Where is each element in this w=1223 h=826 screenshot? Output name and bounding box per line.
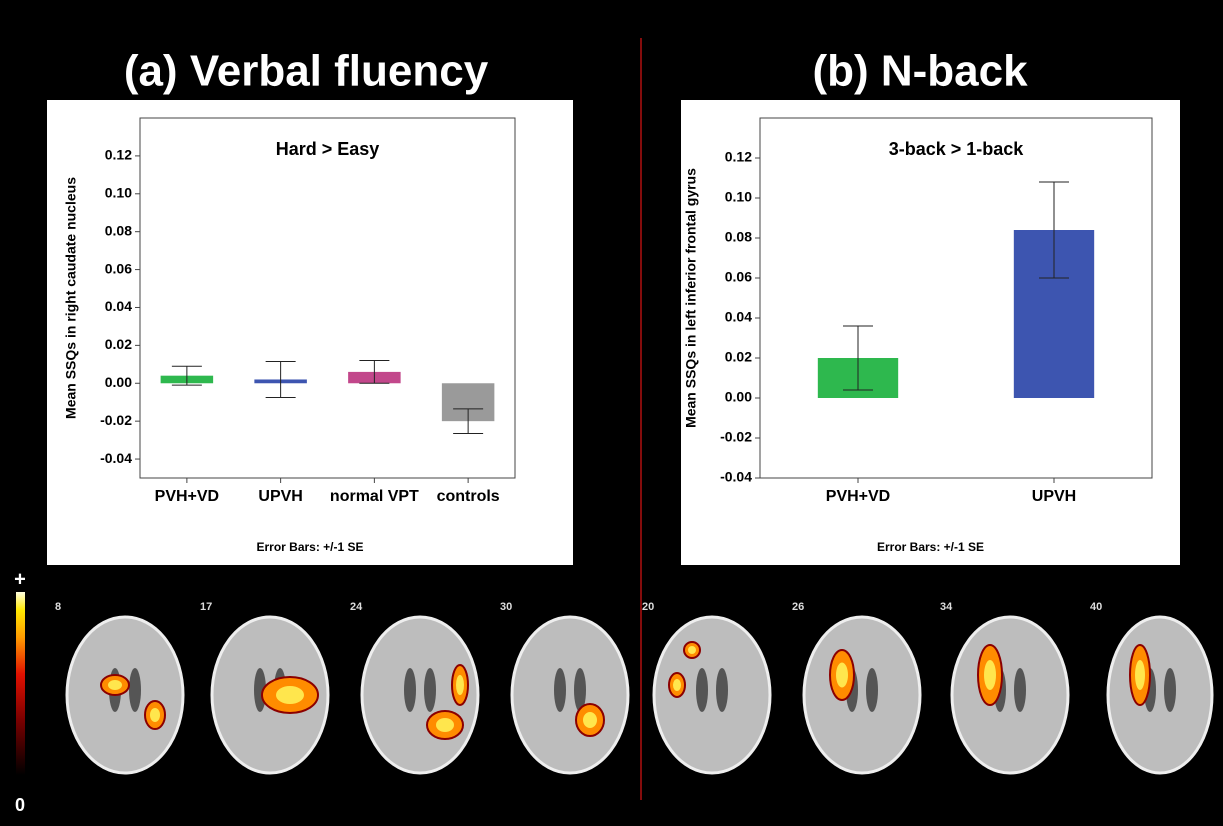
- brain-slice: [67, 617, 183, 773]
- slice-number: 26: [792, 601, 804, 613]
- activation-core: [688, 646, 696, 654]
- x-tick-label: normal VPT: [330, 488, 419, 505]
- y-axis-label: Mean SSQs in right caudate nucleus: [63, 177, 79, 419]
- y-tick-label: 0.02: [725, 349, 752, 365]
- ventricle: [696, 668, 708, 712]
- panel: [681, 100, 1180, 565]
- brain-slice: [212, 617, 328, 773]
- y-tick-label: -0.04: [720, 469, 752, 485]
- colorbar: [16, 592, 25, 775]
- x-tick-label: UPVH: [258, 488, 302, 505]
- brain: [1108, 617, 1212, 773]
- activation-core: [108, 680, 122, 690]
- x-tick-label: PVH+VD: [155, 488, 219, 505]
- brain-slice: [1108, 617, 1212, 773]
- subtitle: 3-back > 1-back: [889, 139, 1025, 159]
- brain-slice: [654, 617, 770, 773]
- activation-core: [836, 663, 848, 688]
- panel-title: (b) N-back: [812, 47, 1028, 96]
- note: Error Bars: +/-1 SE: [877, 540, 984, 554]
- activation-core: [583, 712, 597, 728]
- y-tick-label: 0.12: [105, 147, 132, 163]
- y-tick-label: 0.10: [725, 189, 752, 205]
- panel-title: (a) Verbal fluency: [124, 47, 489, 96]
- brain-slice: [362, 617, 478, 773]
- colorbar-max: +: [14, 568, 26, 590]
- brain: [804, 617, 920, 773]
- subtitle: Hard > Easy: [276, 139, 380, 159]
- slice-number: 40: [1090, 601, 1102, 613]
- x-tick-label: UPVH: [1032, 488, 1076, 505]
- note: Error Bars: +/-1 SE: [256, 540, 363, 554]
- activation-core: [984, 660, 996, 690]
- brain: [952, 617, 1068, 773]
- slice-number: 30: [500, 601, 512, 613]
- slice-number: 20: [642, 601, 654, 613]
- ventricle: [424, 668, 436, 712]
- y-tick-label: 0.04: [105, 298, 132, 314]
- y-axis-label: Mean SSQs in left inferior frontal gyrus: [683, 168, 699, 428]
- brain-slice: [804, 617, 920, 773]
- y-tick-label: 0.06: [725, 269, 752, 285]
- y-tick-label: 0.00: [725, 389, 752, 405]
- x-tick-label: controls: [437, 488, 500, 505]
- activation-core: [436, 718, 454, 732]
- ventricle: [1014, 668, 1026, 712]
- activation-core: [673, 679, 681, 691]
- y-tick-label: 0.08: [105, 222, 132, 238]
- slice-number: 17: [200, 601, 212, 613]
- activation-core: [150, 708, 160, 722]
- activation-core: [1135, 660, 1145, 690]
- slice-number: 8: [55, 601, 61, 613]
- brain-slice: [512, 617, 628, 773]
- slice-number: 34: [940, 601, 953, 613]
- ventricle: [716, 668, 728, 712]
- ventricle: [404, 668, 416, 712]
- y-tick-label: -0.02: [720, 429, 752, 445]
- brain: [512, 617, 628, 773]
- ventricle: [129, 668, 141, 712]
- y-tick-label: 0.06: [105, 260, 132, 276]
- figure: + 0 (a) Verbal fluency Hard > Easy Mean SS…: [0, 0, 1223, 826]
- x-tick-label: PVH+VD: [826, 488, 890, 505]
- y-tick-label: -0.04: [100, 450, 132, 466]
- activation-core: [276, 686, 304, 704]
- ventricle: [866, 668, 878, 712]
- ventricle: [554, 668, 566, 712]
- slice-number: 24: [350, 601, 363, 613]
- y-tick-label: 0.12: [725, 149, 752, 165]
- brain: [67, 617, 183, 773]
- y-tick-label: 0.10: [105, 184, 132, 200]
- y-tick-label: 0.08: [725, 229, 752, 245]
- y-tick-label: -0.02: [100, 412, 132, 428]
- brain-slice: [952, 617, 1068, 773]
- ventricle: [1164, 668, 1176, 712]
- y-tick-label: 0.02: [105, 336, 132, 352]
- y-tick-label: 0.00: [105, 374, 132, 390]
- colorbar-min: 0: [15, 795, 25, 815]
- activation-core: [456, 675, 464, 695]
- y-tick-label: 0.04: [725, 309, 752, 325]
